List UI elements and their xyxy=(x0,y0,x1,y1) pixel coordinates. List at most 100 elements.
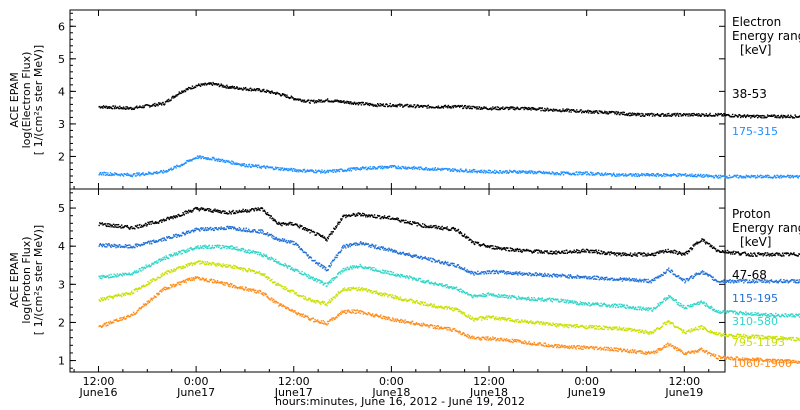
data-point xyxy=(101,276,104,278)
data-point xyxy=(204,157,207,159)
data-point xyxy=(675,174,677,177)
data-point xyxy=(490,272,492,275)
data-point xyxy=(228,86,230,89)
data-point xyxy=(288,223,291,225)
data-point xyxy=(547,108,549,110)
data-point xyxy=(534,107,536,110)
data-point xyxy=(656,113,659,115)
data-point xyxy=(222,244,224,247)
data-point xyxy=(672,250,674,252)
data-point xyxy=(386,167,388,169)
data-point xyxy=(568,173,570,176)
data-point xyxy=(199,156,201,159)
data-point xyxy=(781,115,783,118)
data-point xyxy=(221,211,223,213)
data-point xyxy=(198,229,201,231)
data-point xyxy=(780,278,782,281)
data-point xyxy=(196,155,199,157)
data-point xyxy=(166,236,168,238)
data-point xyxy=(336,225,338,227)
data-point xyxy=(547,252,549,254)
data-point xyxy=(653,277,656,280)
data-point xyxy=(181,252,184,255)
data-point xyxy=(621,254,623,257)
data-point xyxy=(499,108,502,111)
data-point xyxy=(183,214,186,216)
data-point xyxy=(465,107,468,110)
data-point xyxy=(176,236,178,238)
data-point xyxy=(409,105,411,108)
data-point xyxy=(283,167,286,170)
data-point xyxy=(718,174,720,177)
data-point xyxy=(594,174,596,176)
data-point xyxy=(743,114,746,116)
data-point xyxy=(446,168,448,170)
data-point xyxy=(777,114,779,117)
data-point xyxy=(509,272,511,275)
data-point xyxy=(620,174,622,176)
data-point xyxy=(638,112,640,115)
data-point xyxy=(246,250,249,252)
data-point xyxy=(243,163,246,165)
data-point xyxy=(347,102,349,104)
data-point xyxy=(568,111,570,113)
data-point xyxy=(102,274,104,277)
data-point xyxy=(116,276,118,278)
data-point xyxy=(781,117,784,119)
data-point xyxy=(693,113,696,115)
data-point xyxy=(196,247,198,249)
data-point xyxy=(542,172,544,174)
data-point xyxy=(187,212,189,214)
data-point xyxy=(525,248,528,251)
data-point xyxy=(243,230,246,232)
data-point xyxy=(167,217,170,219)
data-point xyxy=(605,253,607,256)
data-point xyxy=(723,113,725,115)
data-point xyxy=(415,222,418,224)
data-point xyxy=(147,173,149,175)
data-point xyxy=(142,242,145,244)
data-point xyxy=(328,264,331,267)
data-point xyxy=(111,224,114,227)
data-point xyxy=(306,170,308,172)
data-point xyxy=(408,252,410,255)
data-point xyxy=(758,175,761,178)
data-point xyxy=(331,261,333,263)
data-point xyxy=(266,257,269,259)
data-point xyxy=(543,172,545,175)
data-point xyxy=(496,248,498,250)
data-point xyxy=(737,279,739,281)
data-point xyxy=(468,271,470,274)
data-point xyxy=(423,223,426,226)
data-point xyxy=(421,226,423,228)
data-point xyxy=(554,110,556,112)
data-point xyxy=(544,110,547,112)
data-point xyxy=(666,175,668,177)
data-point xyxy=(232,226,234,229)
data-point xyxy=(350,101,352,103)
data-point xyxy=(510,170,512,172)
data-point xyxy=(419,256,421,258)
data-point xyxy=(785,253,788,255)
data-point xyxy=(575,250,577,253)
data-point xyxy=(367,243,370,245)
data-point xyxy=(610,251,612,253)
data-point xyxy=(221,86,224,88)
data-point xyxy=(207,247,209,250)
data-point xyxy=(358,243,361,246)
data-point xyxy=(340,101,343,104)
data-point xyxy=(109,107,111,109)
data-point xyxy=(380,217,382,220)
data-point xyxy=(257,232,259,234)
data-point xyxy=(243,227,245,230)
data-point xyxy=(617,278,619,281)
data-point xyxy=(348,214,351,217)
data-point xyxy=(757,114,759,117)
data-point xyxy=(342,215,344,218)
data-point xyxy=(514,250,516,252)
data-point xyxy=(339,251,341,254)
data-point xyxy=(742,175,744,178)
data-point xyxy=(232,161,234,163)
data-point xyxy=(216,158,218,160)
data-point xyxy=(110,174,112,177)
